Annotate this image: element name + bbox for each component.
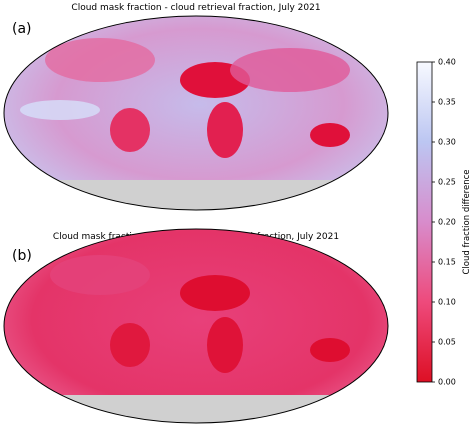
colorbar-tick-label: 0.10	[438, 298, 456, 307]
colorbar	[416, 61, 433, 383]
panel-title: Cloud mask fraction - cloud retrieval fr…	[71, 3, 320, 13]
colorbar-tick-label: 0.30	[438, 138, 456, 147]
map-outline	[3, 228, 389, 424]
colorbar-label: Cloud fraction difference	[462, 169, 472, 274]
panel-label: (a)	[12, 21, 32, 37]
map-b	[4, 229, 388, 423]
colorbar-tick-label: 0.25	[438, 178, 456, 187]
colorbar-tick-label: 0.05	[438, 338, 456, 347]
colorbar-tick-label: 0.15	[438, 258, 456, 267]
colorbar-tick-label: 0.20	[438, 218, 456, 227]
panel-label: (b)	[12, 248, 32, 264]
colorbar-tick-label: 0.40	[438, 58, 456, 67]
colorbar-tick-label: 0.00	[438, 378, 456, 387]
colorbar-tick-label: 0.35	[438, 98, 456, 107]
map-a	[4, 16, 388, 210]
map-outline	[3, 15, 389, 211]
